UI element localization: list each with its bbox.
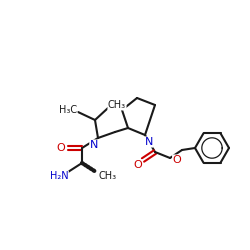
Text: N: N	[90, 140, 98, 150]
Text: H₂N: H₂N	[50, 171, 68, 181]
Text: CH₃: CH₃	[99, 171, 117, 181]
Text: H₃C: H₃C	[59, 105, 77, 115]
Text: O: O	[134, 160, 142, 170]
Text: O: O	[172, 155, 182, 165]
Text: O: O	[56, 143, 66, 153]
Text: N: N	[145, 137, 153, 147]
Text: CH₃: CH₃	[108, 100, 126, 110]
